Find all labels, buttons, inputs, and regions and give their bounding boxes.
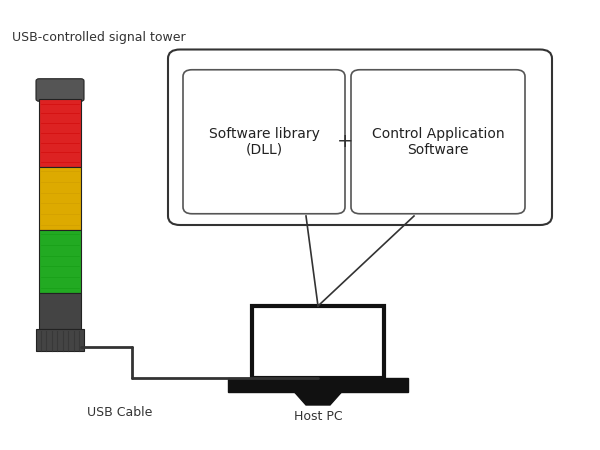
Text: USB-controlled signal tower: USB-controlled signal tower (12, 32, 185, 45)
Bar (39, 166, 81, 230)
FancyBboxPatch shape (183, 70, 345, 214)
Bar (39, 230, 81, 292)
Bar (258, 310, 378, 374)
FancyBboxPatch shape (168, 50, 552, 225)
Text: Host PC: Host PC (293, 410, 343, 423)
Bar (39, 292, 81, 328)
Text: USB Cable: USB Cable (88, 405, 152, 418)
Bar (228, 378, 408, 392)
FancyBboxPatch shape (36, 79, 84, 101)
FancyBboxPatch shape (351, 70, 525, 214)
Polygon shape (294, 392, 342, 405)
Text: Control Application
Software: Control Application Software (371, 126, 505, 157)
Bar (39, 99, 81, 166)
Text: +: + (337, 132, 353, 151)
Text: Software library
(DLL): Software library (DLL) (209, 126, 319, 157)
Bar (252, 306, 384, 378)
Bar (36, 328, 84, 351)
